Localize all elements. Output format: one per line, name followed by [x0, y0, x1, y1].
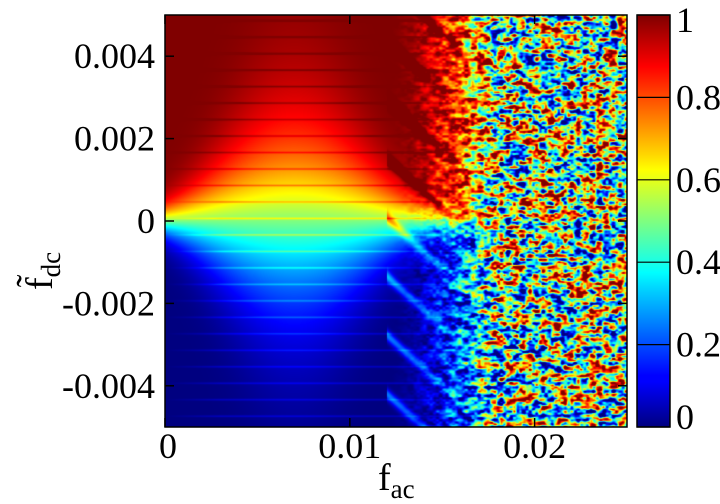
colorbar-tick-label: 0.4	[676, 242, 720, 282]
y-axis-ticks: 0.004 0.002 0 -0.002 -0.004	[62, 36, 627, 406]
y-tick-label: -0.004	[62, 366, 155, 406]
colorbar-tick-label: 0	[676, 397, 694, 437]
y-tick-label: 0.004	[74, 36, 155, 76]
y-tick-label: 0	[137, 201, 155, 241]
colorbar-tick-label: 0.8	[676, 77, 720, 117]
x-axis-ticks: 0 0.01 0.02	[159, 15, 566, 466]
svg-text:f̃dc: f̃dc	[17, 252, 66, 290]
colorbar-tick-label: 0.6	[676, 160, 720, 200]
colorbar-tick-label: 1	[676, 0, 694, 40]
heatmap-image	[165, 15, 627, 427]
y-tick-label: 0.002	[74, 119, 155, 159]
x-tick-label: 0.02	[503, 426, 566, 466]
colorbar	[636, 14, 671, 428]
x-tick-label: 0.01	[318, 426, 381, 466]
colorbar-ticks: 0 0.2 0.4 0.6 0.8 1	[637, 0, 720, 437]
x-tick-label: 0	[159, 426, 177, 466]
y-axis-label: f̃dc	[17, 252, 66, 290]
x-axis-label: fac	[378, 457, 415, 504]
colorbar-tick-label: 0.2	[676, 325, 720, 365]
y-tick-label: -0.002	[62, 283, 155, 323]
